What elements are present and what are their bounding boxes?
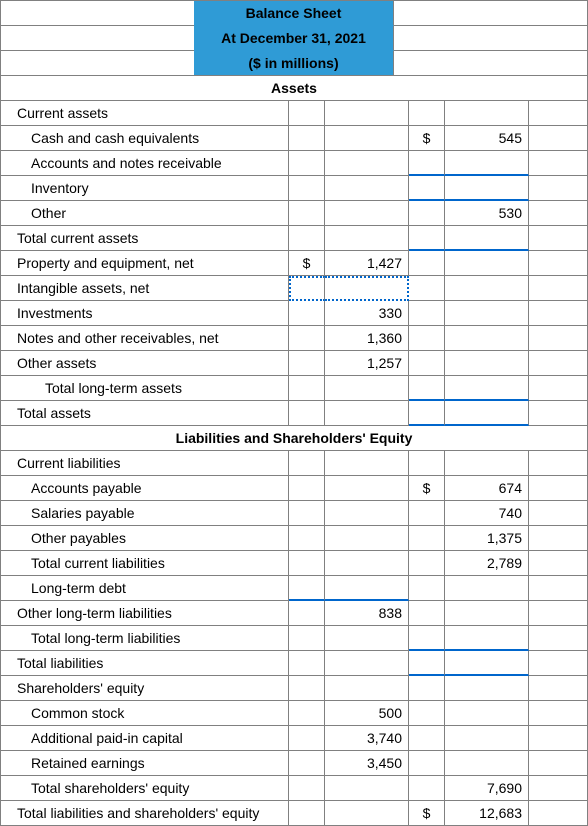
currency-symbol: $ — [289, 251, 325, 276]
currency-symbol: $ — [409, 801, 445, 826]
units: ($ in millions) — [194, 51, 394, 76]
row-other-pay: Other payables 1,375 — [1, 526, 588, 551]
input-cell[interactable] — [409, 151, 445, 176]
row-ap: Accounts payable $ 674 — [1, 476, 588, 501]
input-cell-active[interactable] — [325, 276, 409, 301]
row-other-ltl: Other long-term liabilities 838 — [1, 601, 588, 626]
value-apic: 3,740 — [325, 726, 409, 751]
row-ar: Accounts and notes receivable — [1, 151, 588, 176]
header-row-date: At December 31, 2021 — [1, 26, 588, 51]
row-total-ltl: Total long-term liabilities — [1, 626, 588, 651]
section-liabilities: Liabilities and Shareholders' Equity — [1, 426, 588, 451]
input-cell[interactable] — [409, 651, 445, 676]
value-common: 500 — [325, 701, 409, 726]
row-inventory: Inventory — [1, 176, 588, 201]
value-other-ca: 530 — [445, 201, 529, 226]
row-intangible: Intangible assets, net — [1, 276, 588, 301]
input-cell[interactable] — [409, 626, 445, 651]
row-total-assets: Total assets — [1, 401, 588, 426]
value-ap: 674 — [445, 476, 529, 501]
value-total-se: 7,690 — [445, 776, 529, 801]
row-other-assets: Other assets 1,257 — [1, 351, 588, 376]
value-re: 3,450 — [325, 751, 409, 776]
row-notes-rec: Notes and other receivables, net 1,360 — [1, 326, 588, 351]
row-cash: Cash and cash equivalents $ 545 — [1, 126, 588, 151]
row-salaries: Salaries payable 740 — [1, 501, 588, 526]
input-cell[interactable] — [325, 576, 409, 601]
input-cell-active[interactable] — [289, 276, 325, 301]
header-row-title: Balance Sheet — [1, 1, 588, 26]
date: At December 31, 2021 — [194, 26, 394, 51]
balance-sheet-table: Balance Sheet At December 31, 2021 ($ in… — [0, 0, 588, 826]
row-ppe: Property and equipment, net $ 1,427 — [1, 251, 588, 276]
row-ltd: Long-term debt — [1, 576, 588, 601]
title: Balance Sheet — [194, 1, 394, 26]
input-cell[interactable] — [445, 626, 529, 651]
input-cell[interactable] — [445, 226, 529, 251]
row-other-ca: Other 530 — [1, 201, 588, 226]
row-total-ca: Total current assets — [1, 226, 588, 251]
currency-symbol: $ — [409, 476, 445, 501]
row-current-assets: Current assets — [1, 101, 588, 126]
input-cell[interactable] — [445, 376, 529, 401]
section-assets: Assets — [1, 76, 588, 101]
row-apic: Additional paid-in capital 3,740 — [1, 726, 588, 751]
row-common: Common stock 500 — [1, 701, 588, 726]
value-total-cl: 2,789 — [445, 551, 529, 576]
row-re: Retained earnings 3,450 — [1, 751, 588, 776]
row-total-lse: Total liabilities and shareholders' equi… — [1, 801, 588, 826]
row-current-liab: Current liabilities — [1, 451, 588, 476]
input-cell[interactable] — [409, 376, 445, 401]
input-cell[interactable] — [445, 401, 529, 426]
row-total-lta: Total long-term assets — [1, 376, 588, 401]
row-total-liab: Total liabilities — [1, 651, 588, 676]
row-se: Shareholders' equity — [1, 676, 588, 701]
input-cell[interactable] — [445, 176, 529, 201]
value-investments: 330 — [325, 301, 409, 326]
input-cell[interactable] — [289, 576, 325, 601]
value-other-pay: 1,375 — [445, 526, 529, 551]
value-other-ltl: 838 — [325, 601, 409, 626]
row-investments: Investments 330 — [1, 301, 588, 326]
value-cash: 545 — [445, 126, 529, 151]
value-total-lse: 12,683 — [445, 801, 529, 826]
row-total-se: Total shareholders' equity 7,690 — [1, 776, 588, 801]
input-cell[interactable] — [445, 151, 529, 176]
input-cell[interactable] — [445, 651, 529, 676]
input-cell[interactable] — [409, 226, 445, 251]
value-other-assets: 1,257 — [325, 351, 409, 376]
input-cell[interactable] — [409, 176, 445, 201]
header-row-units: ($ in millions) — [1, 51, 588, 76]
currency-symbol: $ — [409, 126, 445, 151]
value-salaries: 740 — [445, 501, 529, 526]
value-notes-rec: 1,360 — [325, 326, 409, 351]
input-cell[interactable] — [409, 401, 445, 426]
value-ppe: 1,427 — [325, 251, 409, 276]
row-total-cl: Total current liabilities 2,789 — [1, 551, 588, 576]
